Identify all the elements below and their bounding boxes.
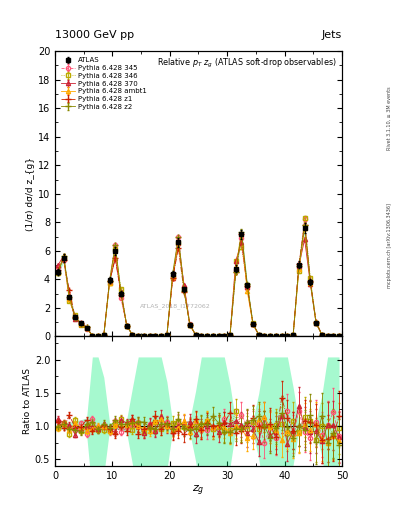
Y-axis label: Ratio to ATLAS: Ratio to ATLAS bbox=[23, 368, 32, 434]
Text: Jets: Jets bbox=[321, 30, 342, 40]
Text: mcplots.cern.ch [arXiv:1306.3436]: mcplots.cern.ch [arXiv:1306.3436] bbox=[387, 203, 392, 288]
Text: 13000 GeV pp: 13000 GeV pp bbox=[55, 30, 134, 40]
Y-axis label: (1/σ) dσ/d z_{g}: (1/σ) dσ/d z_{g} bbox=[26, 157, 35, 231]
Text: Relative $p_T$ $z_g$ (ATLAS soft-drop observables): Relative $p_T$ $z_g$ (ATLAS soft-drop ob… bbox=[156, 57, 336, 70]
Text: Rivet 3.1.10, ≥ 3M events: Rivet 3.1.10, ≥ 3M events bbox=[387, 86, 392, 150]
Legend: ATLAS, Pythia 6.428 345, Pythia 6.428 346, Pythia 6.428 370, Pythia 6.428 ambt1,: ATLAS, Pythia 6.428 345, Pythia 6.428 34… bbox=[59, 55, 150, 113]
Text: ATLAS_2018_I1772062: ATLAS_2018_I1772062 bbox=[140, 304, 211, 309]
X-axis label: $z_g$: $z_g$ bbox=[192, 483, 205, 498]
